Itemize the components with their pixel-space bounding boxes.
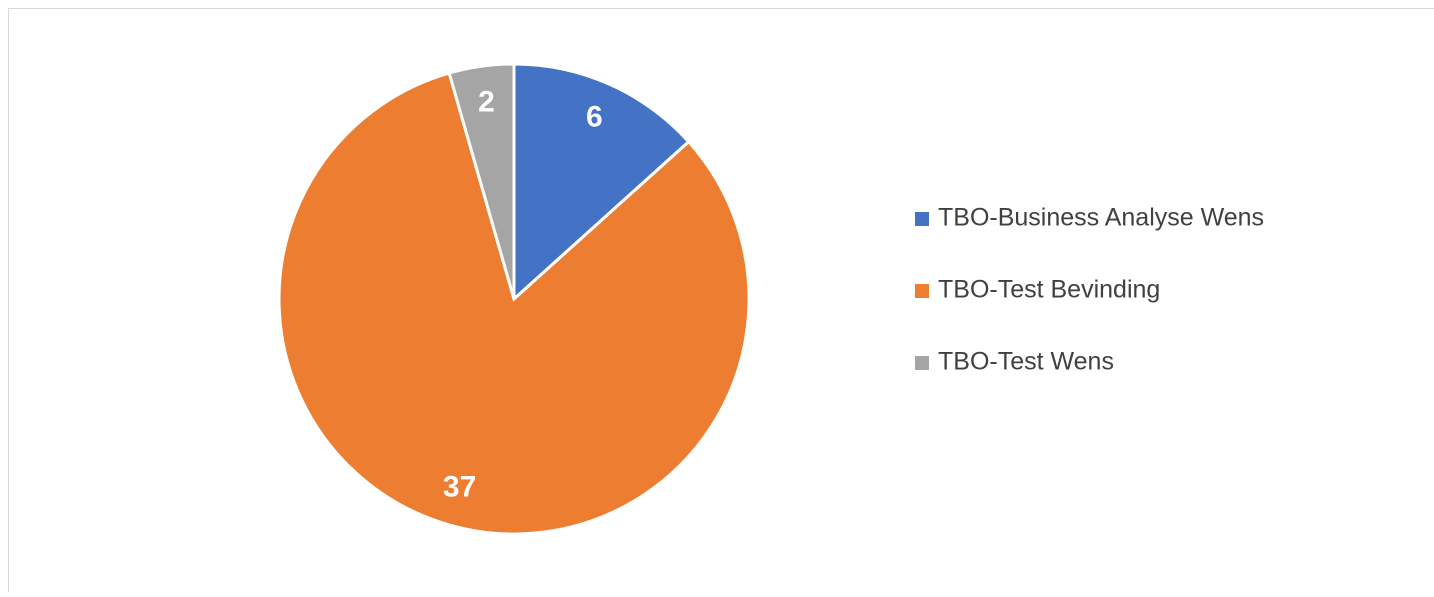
data-label: 37 (443, 471, 476, 504)
data-label: 2 (478, 85, 495, 118)
legend-swatch (915, 356, 929, 370)
legend-label: TBO-Business Analyse Wens (938, 204, 1264, 232)
legend-swatch (915, 284, 929, 298)
data-label: 6 (586, 101, 603, 134)
legend-label: TBO-Test Bevinding (938, 276, 1160, 304)
legend-swatch (915, 212, 929, 226)
legend-label: TBO-Test Wens (938, 348, 1114, 376)
